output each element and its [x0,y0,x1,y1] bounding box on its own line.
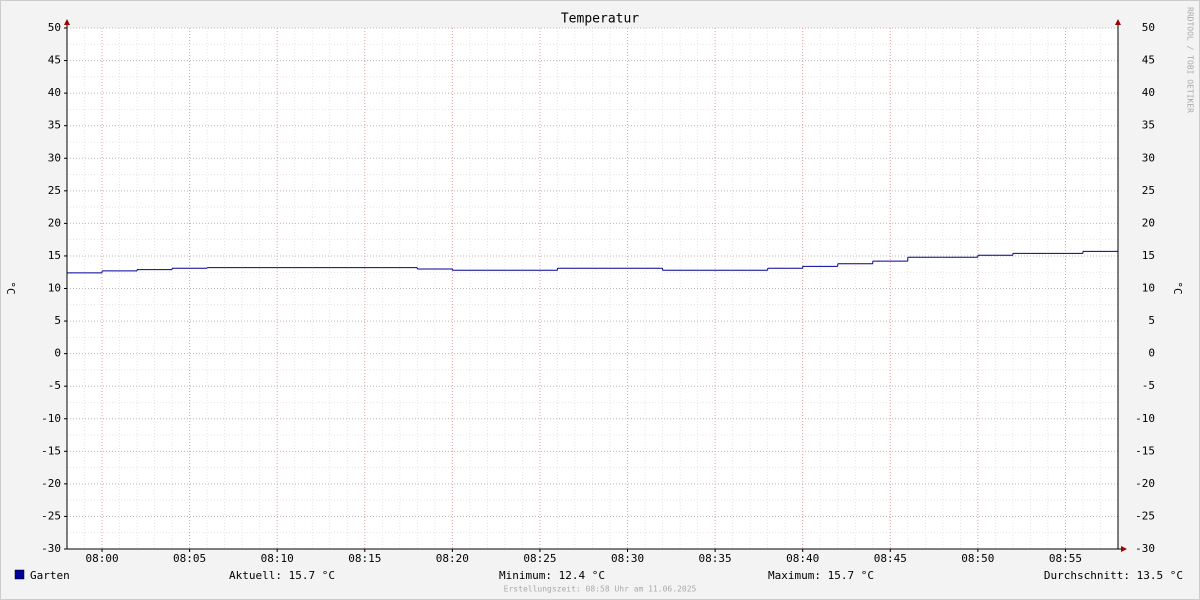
y2-tick-label: 35 [1142,119,1155,132]
x-tick-label: 08:50 [961,552,994,565]
y-tick-label: 40 [48,86,61,99]
x-tick-label: 08:35 [699,552,732,565]
y-tick-label: 20 [48,216,61,229]
y-tick-label: -20 [41,477,61,490]
legend-entry: Garten [30,569,70,582]
stat: Aktuell: 15.7 °C [229,569,335,582]
y-tick-label: 25 [48,184,61,197]
y-tick-label: -5 [48,379,61,392]
y2-tick-label: 20 [1142,216,1155,229]
y2-tick-label: -25 [1135,509,1155,522]
y2-tick-label: 5 [1148,314,1155,327]
y-tick-label: -15 [41,444,61,457]
y2-tick-label: 10 [1142,282,1155,295]
y-tick-label: 15 [48,249,61,262]
y-tick-label: 10 [48,282,61,295]
series [67,250,1118,274]
arrow [1115,19,1121,25]
stat: Minimum: 12.4 °C [499,569,605,582]
y2-axis-label: °C [1171,281,1184,294]
grid [66,27,1119,550]
x-tick-label: 08:25 [523,552,556,565]
watermark: RRDTOOL / TOBI OETIKER [1186,7,1195,113]
y-tick-label: 35 [48,119,61,132]
y2-tick-label: 50 [1142,21,1155,34]
arrow [64,19,70,25]
y-tick-label: 5 [54,314,61,327]
chart-title: Temperatur [561,12,639,27]
y-tick-label: -25 [41,509,61,522]
x-tick-label: 08:20 [436,552,469,565]
x-tick-label: 08:45 [874,552,907,565]
y2-tick-label: -20 [1135,477,1155,490]
y2-tick-label: 25 [1142,184,1155,197]
arrow [1121,546,1127,552]
y-axis-label: °C [4,281,17,294]
x-tick-label: 08:55 [1049,552,1082,565]
x-tick-label: 08:05 [173,552,206,565]
y-tick-label: 50 [48,21,61,34]
y-tick-label: 45 [48,54,61,67]
stat: Durchschnitt: 13.5 °C [1044,569,1183,582]
y2-tick-label: 30 [1142,151,1155,164]
y2-tick-label: 0 [1148,347,1155,360]
y2-tick-label: -5 [1142,379,1155,392]
x-tick-label: 08:00 [85,552,118,565]
stat: Maximum: 15.7 °C [768,569,874,582]
y-tick-label: -10 [41,412,61,425]
y-tick-label: 30 [48,151,61,164]
y2-tick-label: 15 [1142,249,1155,262]
x-tick-label: 08:40 [786,552,819,565]
y2-tick-label: -30 [1135,542,1155,555]
y-tick-label: -30 [41,542,61,555]
legend-swatch [14,569,25,580]
y2-tick-label: 40 [1142,86,1155,99]
y2-tick-label: 45 [1142,54,1155,67]
x-tick-label: 08:10 [261,552,294,565]
x-tick-label: 08:30 [611,552,644,565]
y2-tick-label: -15 [1135,444,1155,457]
y2-tick-label: -10 [1135,412,1155,425]
x-tick-label: 08:15 [348,552,381,565]
y-tick-label: 0 [54,347,61,360]
footer: Erstellungszeit: 08:58 Uhr am 11.06.2025 [504,585,697,594]
